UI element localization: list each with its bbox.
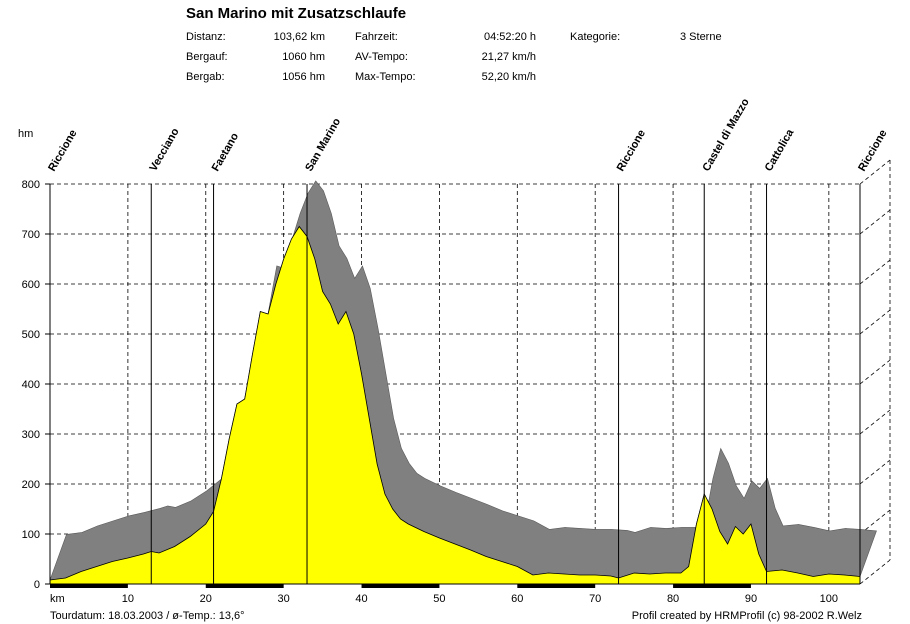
x-tick-label: 10 [122, 593, 134, 605]
kategorie-label: Kategorie: [570, 31, 621, 43]
distanz-value: 103,62 km [273, 31, 325, 43]
km-scale-segment [361, 584, 440, 588]
y-axis-unit: hm [18, 128, 33, 140]
waypoint-label: Castel di Mazzo [700, 96, 751, 173]
bergauf-value: 1060 hm [282, 51, 325, 63]
y-tick-label: 300 [22, 429, 40, 441]
tour-date-footer: Tourdatum: 18.03.2003 / ø-Temp.: 13,6° [50, 610, 245, 622]
km-scale-segment [50, 584, 128, 588]
depth-gridline [859, 309, 891, 335]
credits-footer: Profil created by HRMProfil (c) 98-2002 … [631, 610, 862, 622]
elevation-shadow [49, 180, 877, 581]
x-tick-label: 30 [278, 593, 290, 605]
x-tick-label: 50 [433, 593, 445, 605]
y-tick-label: 700 [22, 229, 40, 241]
km-scale-segment [673, 584, 751, 588]
x-tick-label: 100 [820, 593, 838, 605]
page-title: San Marino mit Zusatzschlaufe [186, 5, 407, 22]
elevation-area [50, 226, 860, 584]
x-tick-label: 60 [511, 593, 523, 605]
fahrzeit-value: 04:52:20 h [484, 31, 536, 43]
waypoint-label: Cattolica [763, 127, 797, 174]
y-tick-label: 400 [22, 379, 40, 391]
avtempo-value: 21,27 km/h [481, 51, 536, 63]
waypoint-label: Riccione [615, 128, 648, 174]
bergab-value: 1056 hm [282, 71, 325, 83]
y-tick-label: 800 [22, 179, 40, 191]
distanz-label: Distanz: [186, 31, 226, 43]
x-tick-label: 20 [200, 593, 212, 605]
maxtempo-value: 52,20 km/h [481, 71, 536, 83]
x-axis-unit: km [50, 593, 65, 605]
avtempo-label: AV-Tempo: [355, 51, 408, 63]
km-scale-segment [517, 584, 596, 588]
waypoint-label: Riccione [46, 128, 79, 174]
y-tick-label: 200 [22, 479, 40, 491]
depth-gridline [859, 209, 891, 235]
depth-gridline [859, 459, 891, 485]
y-tick-label: 0 [34, 579, 40, 591]
y-tick-label: 600 [22, 279, 40, 291]
x-tick-label: 70 [589, 593, 601, 605]
depth-gridline [859, 409, 891, 435]
waypoint-label: Riccione [856, 128, 889, 174]
fahrzeit-label: Fahrzeit: [355, 31, 398, 43]
waypoint-label: San Marino [303, 116, 343, 174]
km-scale-segment [205, 584, 284, 588]
y-tick-label: 500 [22, 329, 40, 341]
x-tick-label: 90 [745, 593, 757, 605]
bergab-label: Bergab: [186, 71, 225, 83]
x-tick-label: 40 [355, 593, 367, 605]
maxtempo-label: Max-Tempo: [355, 71, 416, 83]
bergauf-label: Bergauf: [186, 51, 228, 63]
y-tick-label: 100 [22, 529, 40, 541]
depth-gridline [859, 259, 891, 285]
x-tick-label: 80 [667, 593, 679, 605]
waypoint-label: Faetano [210, 131, 242, 174]
waypoint-label: Vecciano [147, 126, 181, 174]
depth-gridline [859, 359, 891, 385]
kategorie-value: 3 Sterne [680, 31, 722, 43]
